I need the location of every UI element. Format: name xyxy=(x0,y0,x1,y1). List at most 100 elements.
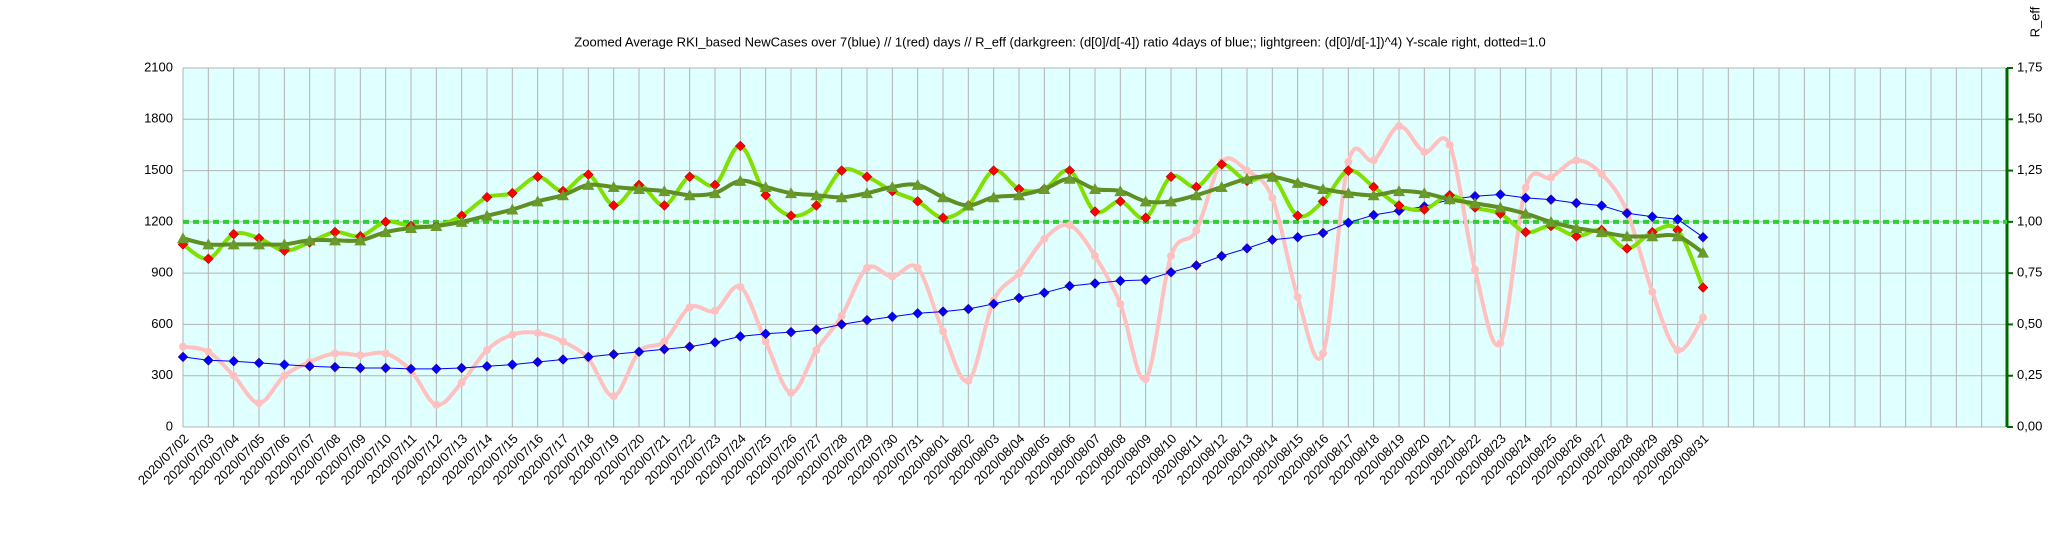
marker xyxy=(1547,173,1555,182)
marker xyxy=(785,187,797,199)
marker xyxy=(582,351,594,363)
marker xyxy=(939,327,947,336)
y2-tick-label: 0,50 xyxy=(2017,316,2042,331)
marker xyxy=(1545,215,1557,227)
y-tick-label: 1800 xyxy=(144,111,173,126)
marker xyxy=(785,326,797,338)
marker xyxy=(508,330,517,339)
marker xyxy=(253,357,265,369)
marker xyxy=(1015,269,1023,278)
marker xyxy=(280,371,289,380)
marker xyxy=(1192,226,1201,235)
marker xyxy=(810,189,823,201)
marker xyxy=(481,360,493,372)
marker xyxy=(380,362,392,374)
marker xyxy=(531,195,544,207)
marker xyxy=(683,189,696,201)
marker xyxy=(177,232,189,244)
marker xyxy=(835,191,848,203)
marker xyxy=(836,319,848,330)
marker xyxy=(1116,299,1125,308)
marker xyxy=(810,324,822,335)
marker xyxy=(1317,183,1329,195)
marker xyxy=(430,219,443,231)
marker xyxy=(861,314,873,326)
marker xyxy=(1494,189,1506,200)
marker xyxy=(937,191,949,203)
marker xyxy=(1013,189,1025,201)
marker xyxy=(684,341,696,353)
marker xyxy=(1167,252,1175,261)
marker xyxy=(837,311,846,320)
marker xyxy=(1089,183,1101,195)
marker xyxy=(1496,339,1505,348)
marker xyxy=(988,165,1000,176)
marker xyxy=(1443,193,1456,205)
y2-tick-label: 0,75 xyxy=(2017,265,2042,280)
marker xyxy=(1673,346,1682,355)
marker xyxy=(204,347,213,356)
y2-tick-label: 1,25 xyxy=(2017,162,2042,177)
y-tick-label: 600 xyxy=(151,316,173,331)
marker xyxy=(1114,195,1126,207)
marker xyxy=(912,307,924,319)
marker xyxy=(1139,195,1152,207)
y-tick-label: 0 xyxy=(166,418,173,433)
y2-tick-label: 1,50 xyxy=(2017,111,2042,126)
marker xyxy=(455,215,468,227)
marker xyxy=(812,346,821,355)
marker xyxy=(303,234,316,246)
marker xyxy=(1520,226,1532,238)
marker xyxy=(1293,293,1302,302)
marker xyxy=(863,264,871,273)
marker xyxy=(354,362,366,374)
marker xyxy=(582,178,595,190)
marker xyxy=(1471,265,1479,274)
marker xyxy=(633,183,645,195)
marker xyxy=(1141,375,1150,384)
marker xyxy=(911,178,924,190)
marker xyxy=(1367,189,1380,201)
marker xyxy=(557,354,569,365)
marker xyxy=(1040,234,1049,243)
marker xyxy=(532,356,544,368)
chart-title: Zoomed Average RKI_based NewCases over 7… xyxy=(574,34,1545,49)
marker xyxy=(1570,197,1582,209)
marker xyxy=(1216,250,1228,262)
marker xyxy=(787,388,795,397)
marker xyxy=(481,191,493,203)
marker xyxy=(861,171,873,183)
marker xyxy=(1292,210,1304,222)
marker xyxy=(1393,200,1405,211)
marker xyxy=(405,363,417,375)
marker xyxy=(608,200,620,211)
y2-tick-label: 1,75 xyxy=(2017,59,2042,74)
marker xyxy=(1344,158,1353,167)
marker xyxy=(1266,170,1279,182)
marker xyxy=(660,337,669,346)
marker xyxy=(1671,230,1684,242)
marker xyxy=(1190,189,1203,201)
marker xyxy=(557,189,569,201)
marker xyxy=(1595,226,1608,238)
marker xyxy=(356,351,365,360)
marker xyxy=(1342,187,1355,199)
marker xyxy=(532,171,544,183)
marker xyxy=(684,171,696,183)
marker xyxy=(1697,282,1709,293)
marker xyxy=(1114,185,1127,197)
marker xyxy=(760,189,772,201)
y2-tick-label: 0,25 xyxy=(2017,367,2042,382)
marker xyxy=(1697,231,1709,243)
marker xyxy=(430,363,442,375)
marker xyxy=(685,303,694,312)
marker xyxy=(533,328,542,337)
marker xyxy=(937,212,949,224)
marker xyxy=(202,253,214,265)
marker xyxy=(1268,193,1277,202)
marker xyxy=(886,311,898,323)
marker xyxy=(329,234,341,246)
marker xyxy=(1646,230,1659,242)
marker xyxy=(1519,207,1532,219)
